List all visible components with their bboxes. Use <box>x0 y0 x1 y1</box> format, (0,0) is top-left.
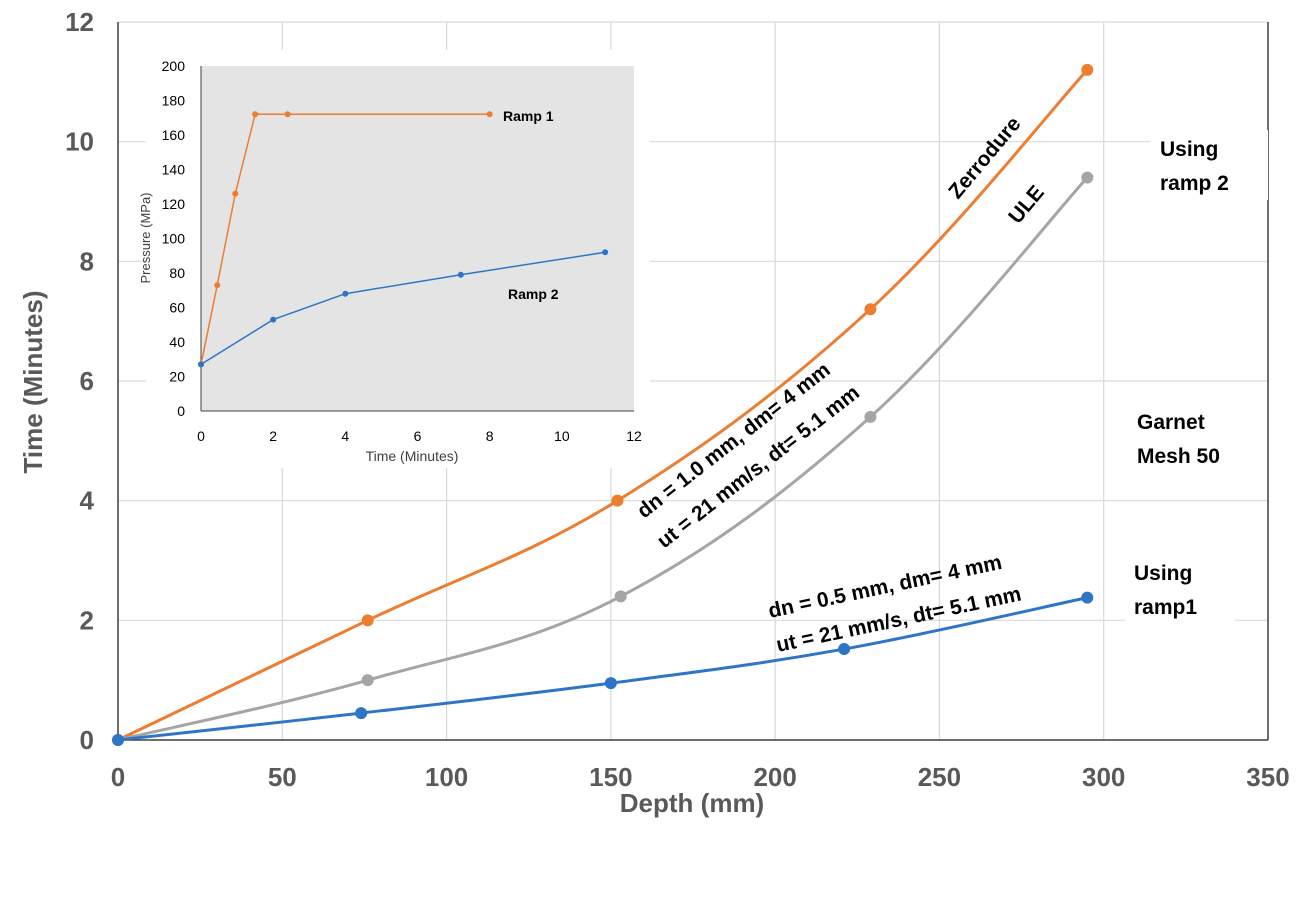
label-ule: ULE <box>1004 181 1049 228</box>
inset-y-tick-label: 40 <box>169 334 185 350</box>
main-x-tick-label: 350 <box>1246 762 1289 792</box>
inset-y-tick-label: 140 <box>162 162 186 178</box>
main-y-tick-label: 0 <box>80 725 94 755</box>
data-point-ule <box>864 410 877 423</box>
side-label-bg-ramp1 <box>1125 552 1235 626</box>
inset-y-tick-label: 200 <box>162 58 186 74</box>
inset-data-point-ramp-2 <box>342 290 349 297</box>
inset-data-point-ramp-2 <box>270 316 277 323</box>
inset-data-point-ramp-2 <box>457 271 464 278</box>
inset-y-tick-label: 120 <box>162 196 186 212</box>
inset-x-tick-label: 2 <box>269 428 277 444</box>
data-point-ramp1 <box>604 677 617 690</box>
inset-x-tick-label: 12 <box>626 428 642 444</box>
label-using-ramp1-line1: Using <box>1134 562 1192 585</box>
data-point-ramp1 <box>838 643 851 656</box>
main-x-tick-label: 50 <box>268 762 297 792</box>
data-point-ule <box>1081 171 1094 184</box>
inset-label-ramp-2: Ramp 2 <box>508 286 559 302</box>
data-point-ule <box>361 674 374 687</box>
inset-plot-area <box>201 66 634 411</box>
data-point-zerrodure <box>611 494 624 507</box>
main-x-tick-labels: 0 50 100 150 200 250 300 350 <box>111 762 1290 792</box>
inset-y-tick-label: 160 <box>162 127 186 143</box>
inset-data-point-ramp-1 <box>284 111 291 118</box>
label-garnet-line2: Mesh 50 <box>1137 445 1220 468</box>
data-point-ramp1 <box>112 734 124 746</box>
data-point-zerrodure <box>361 614 374 627</box>
main-x-tick-label: 200 <box>753 762 796 792</box>
main-y-tick-label: 12 <box>65 7 94 37</box>
side-label-bg-garnet <box>1130 400 1250 476</box>
inset-y-tick-label: 180 <box>162 93 186 109</box>
main-x-tick-label: 250 <box>918 762 961 792</box>
inset-x-tick-label: 4 <box>341 428 349 444</box>
inset-x-tick-label: 8 <box>486 428 494 444</box>
inset-data-point-ramp-1 <box>486 111 493 118</box>
main-y-tick-label: 10 <box>65 127 94 157</box>
inset-data-point-ramp-1 <box>214 282 221 289</box>
main-y-tick-labels: 0 2 4 6 8 10 12 <box>65 7 94 755</box>
data-point-zerrodure <box>864 303 877 316</box>
main-y-axis-title: Time (Minutes) <box>18 291 48 474</box>
main-x-tick-label: 0 <box>111 762 125 792</box>
inset-y-tick-labels: 0 20 40 60 80 100 120 140 160 180 200 <box>162 58 186 419</box>
inset-y-tick-label: 80 <box>169 265 185 281</box>
label-using-ramp2-line1: Using <box>1160 138 1218 161</box>
label-garnet-line1: Garnet <box>1137 411 1205 434</box>
series-line-ule <box>117 176 1089 742</box>
inset-x-tick-label: 6 <box>414 428 422 444</box>
inset-data-point-ramp-1 <box>252 111 259 118</box>
main-x-tick-label: 150 <box>589 762 632 792</box>
inset-y-tick-label: 100 <box>162 231 186 247</box>
inset-data-point-ramp-2 <box>198 361 204 368</box>
inset-x-tick-labels: 0 2 4 6 8 10 12 <box>197 428 642 444</box>
main-y-tick-label: 2 <box>80 605 94 635</box>
inset-chart: 0 2 4 6 8 10 12 0 20 40 60 80 100 120 140 160 180 200 Ti… <box>138 50 650 468</box>
main-x-axis-title: Depth (mm) <box>620 788 764 818</box>
inset-data-point-ramp-1 <box>232 190 239 197</box>
inset-data-point-ramp-2 <box>602 249 609 256</box>
inset-y-tick-label: 20 <box>169 369 185 385</box>
inset-y-tick-label: 0 <box>177 403 185 419</box>
inset-label-ramp-1: Ramp 1 <box>503 108 554 124</box>
main-y-tick-label: 8 <box>80 246 94 276</box>
main-y-tick-label: 4 <box>80 486 95 516</box>
inset-x-tick-label: 10 <box>554 428 570 444</box>
data-point-ramp1 <box>1081 591 1094 604</box>
main-series-group <box>112 63 1094 746</box>
label-using-ramp2-line2: ramp 2 <box>1160 172 1229 195</box>
main-y-tick-label: 6 <box>80 366 94 396</box>
label-using-ramp1-line2: ramp1 <box>1134 596 1197 619</box>
inset-x-tick-label: 0 <box>197 428 205 444</box>
main-x-tick-label: 300 <box>1082 762 1125 792</box>
inset-series-group <box>198 111 609 368</box>
data-point-ramp1 <box>355 707 368 720</box>
side-label-bg-ramp2 <box>1150 130 1268 200</box>
data-point-ule <box>614 590 627 603</box>
data-point-zerrodure <box>1081 63 1094 76</box>
inset-series-line-ramp-1 <box>200 113 490 365</box>
inset-y-axis-title: Pressure (MPa) <box>138 192 153 283</box>
inset-x-axis-title: Time (Minutes) <box>366 448 459 464</box>
inset-y-tick-label: 60 <box>169 300 185 316</box>
main-x-tick-label: 100 <box>425 762 468 792</box>
